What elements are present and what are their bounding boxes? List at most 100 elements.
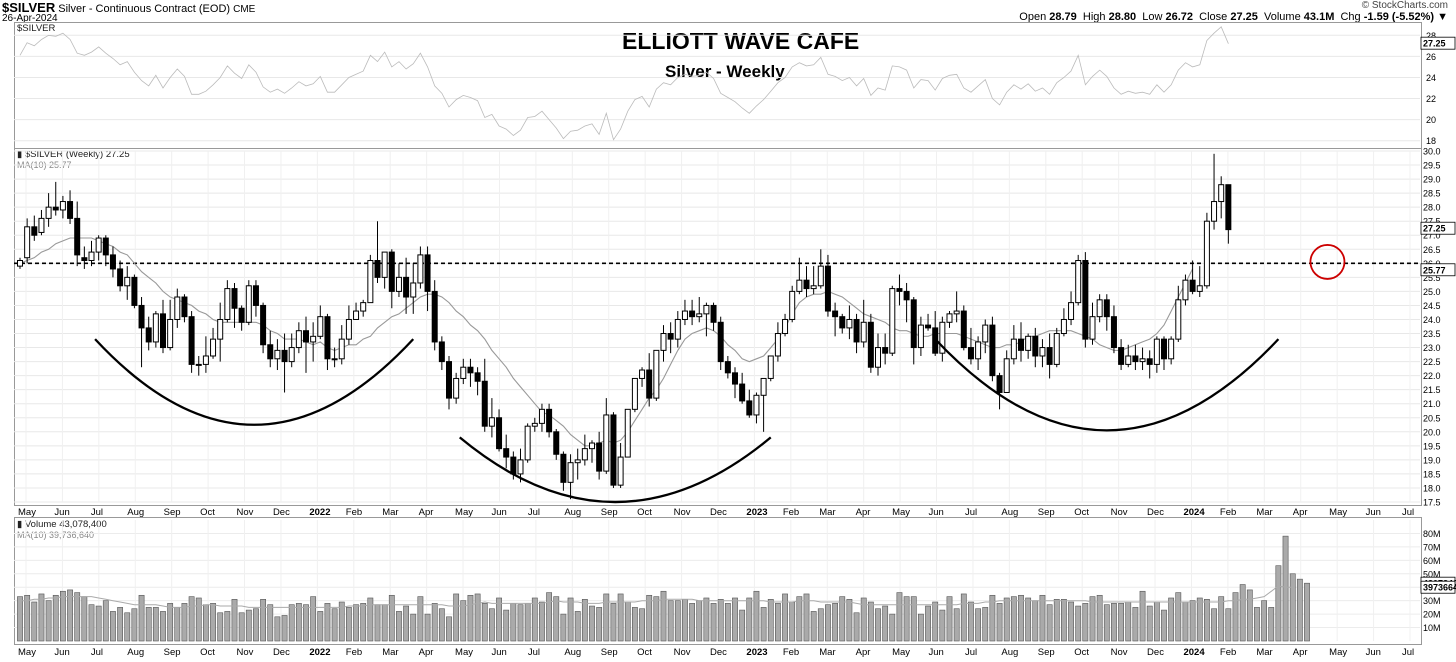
volume-ma-tag: 39736640 [1423,583,1456,593]
candle [774,322,781,362]
candle-body-down [689,310,696,318]
volume-bar [1046,604,1053,642]
candle [267,330,274,368]
volume-bar [860,597,867,642]
volume-bar [353,604,359,642]
volume-bar [403,605,409,642]
candle [1096,294,1103,323]
candle-body-up [353,310,360,320]
x-axis-label: Mar [382,507,398,518]
x-axis-label: Apr [856,507,871,518]
candle [1082,252,1089,348]
volume-y-tick: 10M [1423,623,1441,633]
volume-ma-legend: MA(10) 39,736,640 [17,530,95,540]
candle [317,305,324,340]
candle-body-up [345,318,352,340]
volume-bar [417,596,424,642]
candle [210,327,217,359]
x-axis-label-volume: Apr [856,647,871,658]
volume-bar [567,597,574,642]
volume-bar [710,603,717,642]
candle-body-down [324,316,331,360]
x-axis-label: Jul [528,507,540,518]
candle-body-up [24,226,31,259]
candle-body-down [74,217,81,256]
volume-bar [274,616,281,642]
volume-bar [24,594,31,642]
x-axis-label-volume: Jul [1402,647,1414,658]
volume-bar [696,600,703,642]
volume-bar [174,607,181,642]
price-y-tick: 29.0 [1423,175,1441,185]
candle [1168,336,1175,365]
volume-bar [124,612,131,642]
volume-y-tick: 80M [1423,529,1441,539]
candle [832,302,839,337]
candle-body-up [1025,335,1032,351]
volume-bar [295,603,302,642]
candle-body-down [438,341,445,363]
candle [796,257,803,295]
volume-bar [1168,597,1175,642]
price-y-tick: 23.5 [1423,329,1441,339]
candle-body-up [417,254,424,284]
candle-body-up [488,417,495,427]
chart-date: 26-Apr-2024 [2,13,58,24]
volume-bar [1125,601,1132,642]
price-y-tick: 30.0 [1423,147,1441,157]
candle-body-up [796,279,803,292]
x-axis-label: 2024 [1183,507,1205,518]
volume-bar [546,592,552,642]
volume-bar [238,612,245,642]
price-y-tick: 18.0 [1423,483,1441,493]
candle-body-up [45,206,52,219]
volume-bar [610,603,617,642]
candle-body-up [703,304,710,315]
x-axis-label-volume: Sep [601,647,618,658]
volume-bar [1282,535,1289,642]
head-arc [458,436,772,504]
x-axis-label: Dec [710,507,727,518]
candle-body-up [1139,358,1146,363]
open-label: Open [1019,11,1047,23]
candle [303,316,309,373]
volume-bar [1189,600,1196,642]
volume-bar [917,613,924,642]
candle [24,218,31,264]
candle [1010,325,1017,365]
candle-body-down [739,383,746,402]
volume-bar [517,604,524,642]
candle [803,266,810,298]
volume-bar [181,603,188,642]
volume-bar [1289,573,1296,642]
x-axis-label-volume: Apr [419,647,434,658]
x-axis-label-volume: May [1329,647,1347,658]
candle-body-down [145,327,152,343]
volume-bar [975,608,981,642]
candle [45,193,52,227]
candle-body-up [195,363,202,366]
candle-body-up [624,408,631,458]
right-shoulder-arc [934,338,1280,432]
x-axis-label-volume: 2024 [1183,647,1205,658]
volume-bar [596,607,603,642]
volume-bar [188,596,195,642]
volume-bar [574,611,581,642]
volume-bar [817,608,824,642]
candle-body-up [381,251,388,278]
volume-bar [488,608,495,642]
volume-bar [875,608,881,642]
candle-body-up [1003,358,1010,393]
volume-bar [1139,590,1146,642]
candle-body-up [817,265,824,287]
x-axis-label-volume: Dec [710,647,727,658]
x-axis-label-volume: Jul [91,647,103,658]
candle [417,246,424,289]
volume-bar [1032,600,1039,642]
volume-bar [1089,596,1096,642]
candle [1110,305,1117,354]
candle-body-up [1010,338,1017,360]
chg-value: -1.59 (-5.52%) [1363,11,1435,23]
volume-bar [138,594,145,642]
candle-body-up [1153,338,1160,365]
